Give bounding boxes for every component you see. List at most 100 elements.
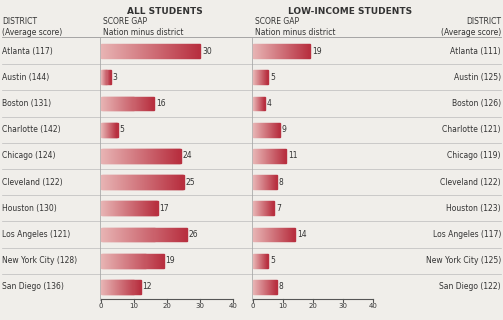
Bar	[147, 97, 148, 110]
Bar	[146, 149, 147, 163]
Bar	[105, 280, 107, 294]
Bar	[102, 280, 104, 294]
Bar	[147, 254, 149, 268]
Bar	[110, 202, 112, 215]
Bar	[167, 175, 169, 189]
Bar	[282, 44, 284, 58]
Bar	[101, 97, 103, 110]
Bar	[154, 254, 156, 268]
Bar	[126, 97, 128, 110]
Text: 10: 10	[129, 303, 138, 309]
Bar	[178, 175, 179, 189]
Bar	[159, 175, 161, 189]
Text: 20: 20	[162, 303, 172, 309]
Bar	[160, 175, 162, 189]
Text: 7: 7	[276, 204, 281, 213]
Bar	[140, 228, 142, 241]
Bar	[152, 202, 153, 215]
Bar	[276, 228, 278, 241]
Bar	[163, 175, 165, 189]
Bar	[182, 44, 184, 58]
Bar	[109, 280, 111, 294]
Bar	[130, 175, 132, 189]
Bar	[160, 228, 162, 241]
Bar	[118, 202, 120, 215]
Text: Los Angeles (121): Los Angeles (121)	[2, 230, 70, 239]
Text: 8: 8	[279, 282, 284, 292]
Bar	[292, 228, 293, 241]
Bar	[111, 254, 113, 268]
Bar	[131, 44, 132, 58]
Text: DISTRICT
(Average score): DISTRICT (Average score)	[441, 17, 501, 37]
Bar	[114, 149, 116, 163]
Bar	[282, 228, 284, 241]
Bar	[141, 97, 142, 110]
Bar	[102, 70, 104, 84]
Bar	[104, 70, 106, 84]
Bar	[178, 228, 179, 241]
Text: Cleveland (122): Cleveland (122)	[440, 178, 501, 187]
Bar	[275, 44, 277, 58]
Bar	[278, 44, 280, 58]
Bar	[142, 228, 144, 241]
Bar	[114, 97, 116, 110]
Bar	[130, 97, 132, 110]
Bar	[104, 202, 106, 215]
Bar	[273, 149, 275, 163]
Text: 17: 17	[159, 204, 169, 213]
Bar	[160, 44, 161, 58]
Bar	[119, 97, 121, 110]
Bar	[278, 123, 280, 137]
Bar	[173, 149, 175, 163]
Bar	[170, 44, 172, 58]
Bar	[177, 175, 178, 189]
Bar	[281, 228, 283, 241]
Bar	[176, 228, 177, 241]
Bar	[169, 228, 170, 241]
Bar	[260, 97, 262, 110]
Bar	[275, 228, 277, 241]
Bar	[166, 175, 168, 189]
Bar	[264, 228, 266, 241]
Bar	[266, 149, 268, 163]
Bar	[120, 44, 122, 58]
Bar	[107, 123, 109, 137]
Text: 30: 30	[339, 303, 348, 309]
Bar	[108, 123, 110, 137]
Text: San Diego (122): San Diego (122)	[440, 282, 501, 292]
Bar	[151, 175, 153, 189]
Bar	[254, 149, 256, 163]
Bar	[115, 175, 117, 189]
Bar	[265, 175, 267, 189]
Bar	[103, 280, 105, 294]
Bar	[285, 149, 287, 163]
Text: Charlotte (121): Charlotte (121)	[443, 125, 501, 134]
Bar	[154, 175, 156, 189]
Bar	[132, 254, 134, 268]
Text: Chicago (119): Chicago (119)	[448, 151, 501, 160]
Bar	[262, 254, 264, 268]
Bar	[255, 123, 257, 137]
Bar	[172, 149, 174, 163]
Bar	[102, 44, 104, 58]
Bar	[162, 149, 163, 163]
Bar	[108, 280, 110, 294]
Bar	[124, 280, 126, 294]
Bar	[259, 97, 261, 110]
Bar	[150, 44, 151, 58]
Bar	[266, 254, 268, 268]
Bar	[271, 280, 273, 294]
Bar	[117, 228, 119, 241]
Bar	[188, 44, 190, 58]
Bar	[263, 254, 265, 268]
Bar	[130, 202, 132, 215]
Bar	[256, 280, 258, 294]
Bar	[281, 149, 283, 163]
Bar	[274, 123, 276, 137]
Bar	[257, 149, 259, 163]
Bar	[125, 228, 127, 241]
Bar	[123, 175, 125, 189]
Bar	[142, 44, 143, 58]
Bar	[294, 44, 295, 58]
Bar	[140, 202, 141, 215]
